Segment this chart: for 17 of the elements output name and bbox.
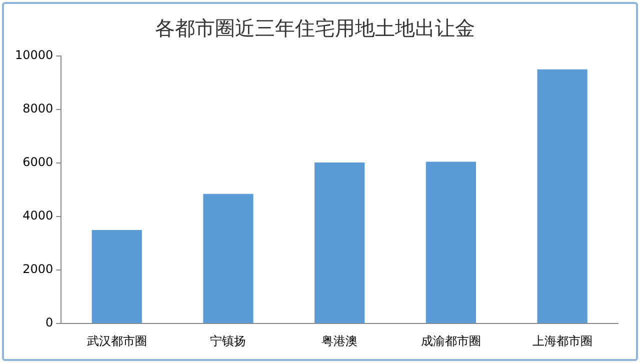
y-tick-label: 8000 bbox=[22, 102, 54, 116]
bar bbox=[537, 69, 588, 324]
y-tick-label: 4000 bbox=[22, 208, 54, 223]
bar bbox=[203, 194, 254, 324]
x-tick-label: 上海都市圈 bbox=[532, 334, 592, 348]
y-tick-label: 6000 bbox=[22, 155, 54, 170]
bar bbox=[426, 162, 476, 324]
x-tick-label: 武汉都市圈 bbox=[86, 334, 147, 348]
chart-title: 各都市圈近三年住宅用地土地出让金 bbox=[155, 16, 475, 40]
bar bbox=[92, 230, 142, 324]
x-tick-label: 成渝都市圈 bbox=[420, 334, 481, 348]
x-tick-label: 宁镇扬 bbox=[210, 334, 246, 348]
y-tick-label: 10000 bbox=[14, 48, 54, 62]
bar bbox=[314, 162, 365, 324]
y-tick-label: 2000 bbox=[22, 262, 54, 276]
x-tick-label: 粤港澳 bbox=[322, 334, 358, 348]
y-tick-label: 0 bbox=[46, 316, 54, 330]
